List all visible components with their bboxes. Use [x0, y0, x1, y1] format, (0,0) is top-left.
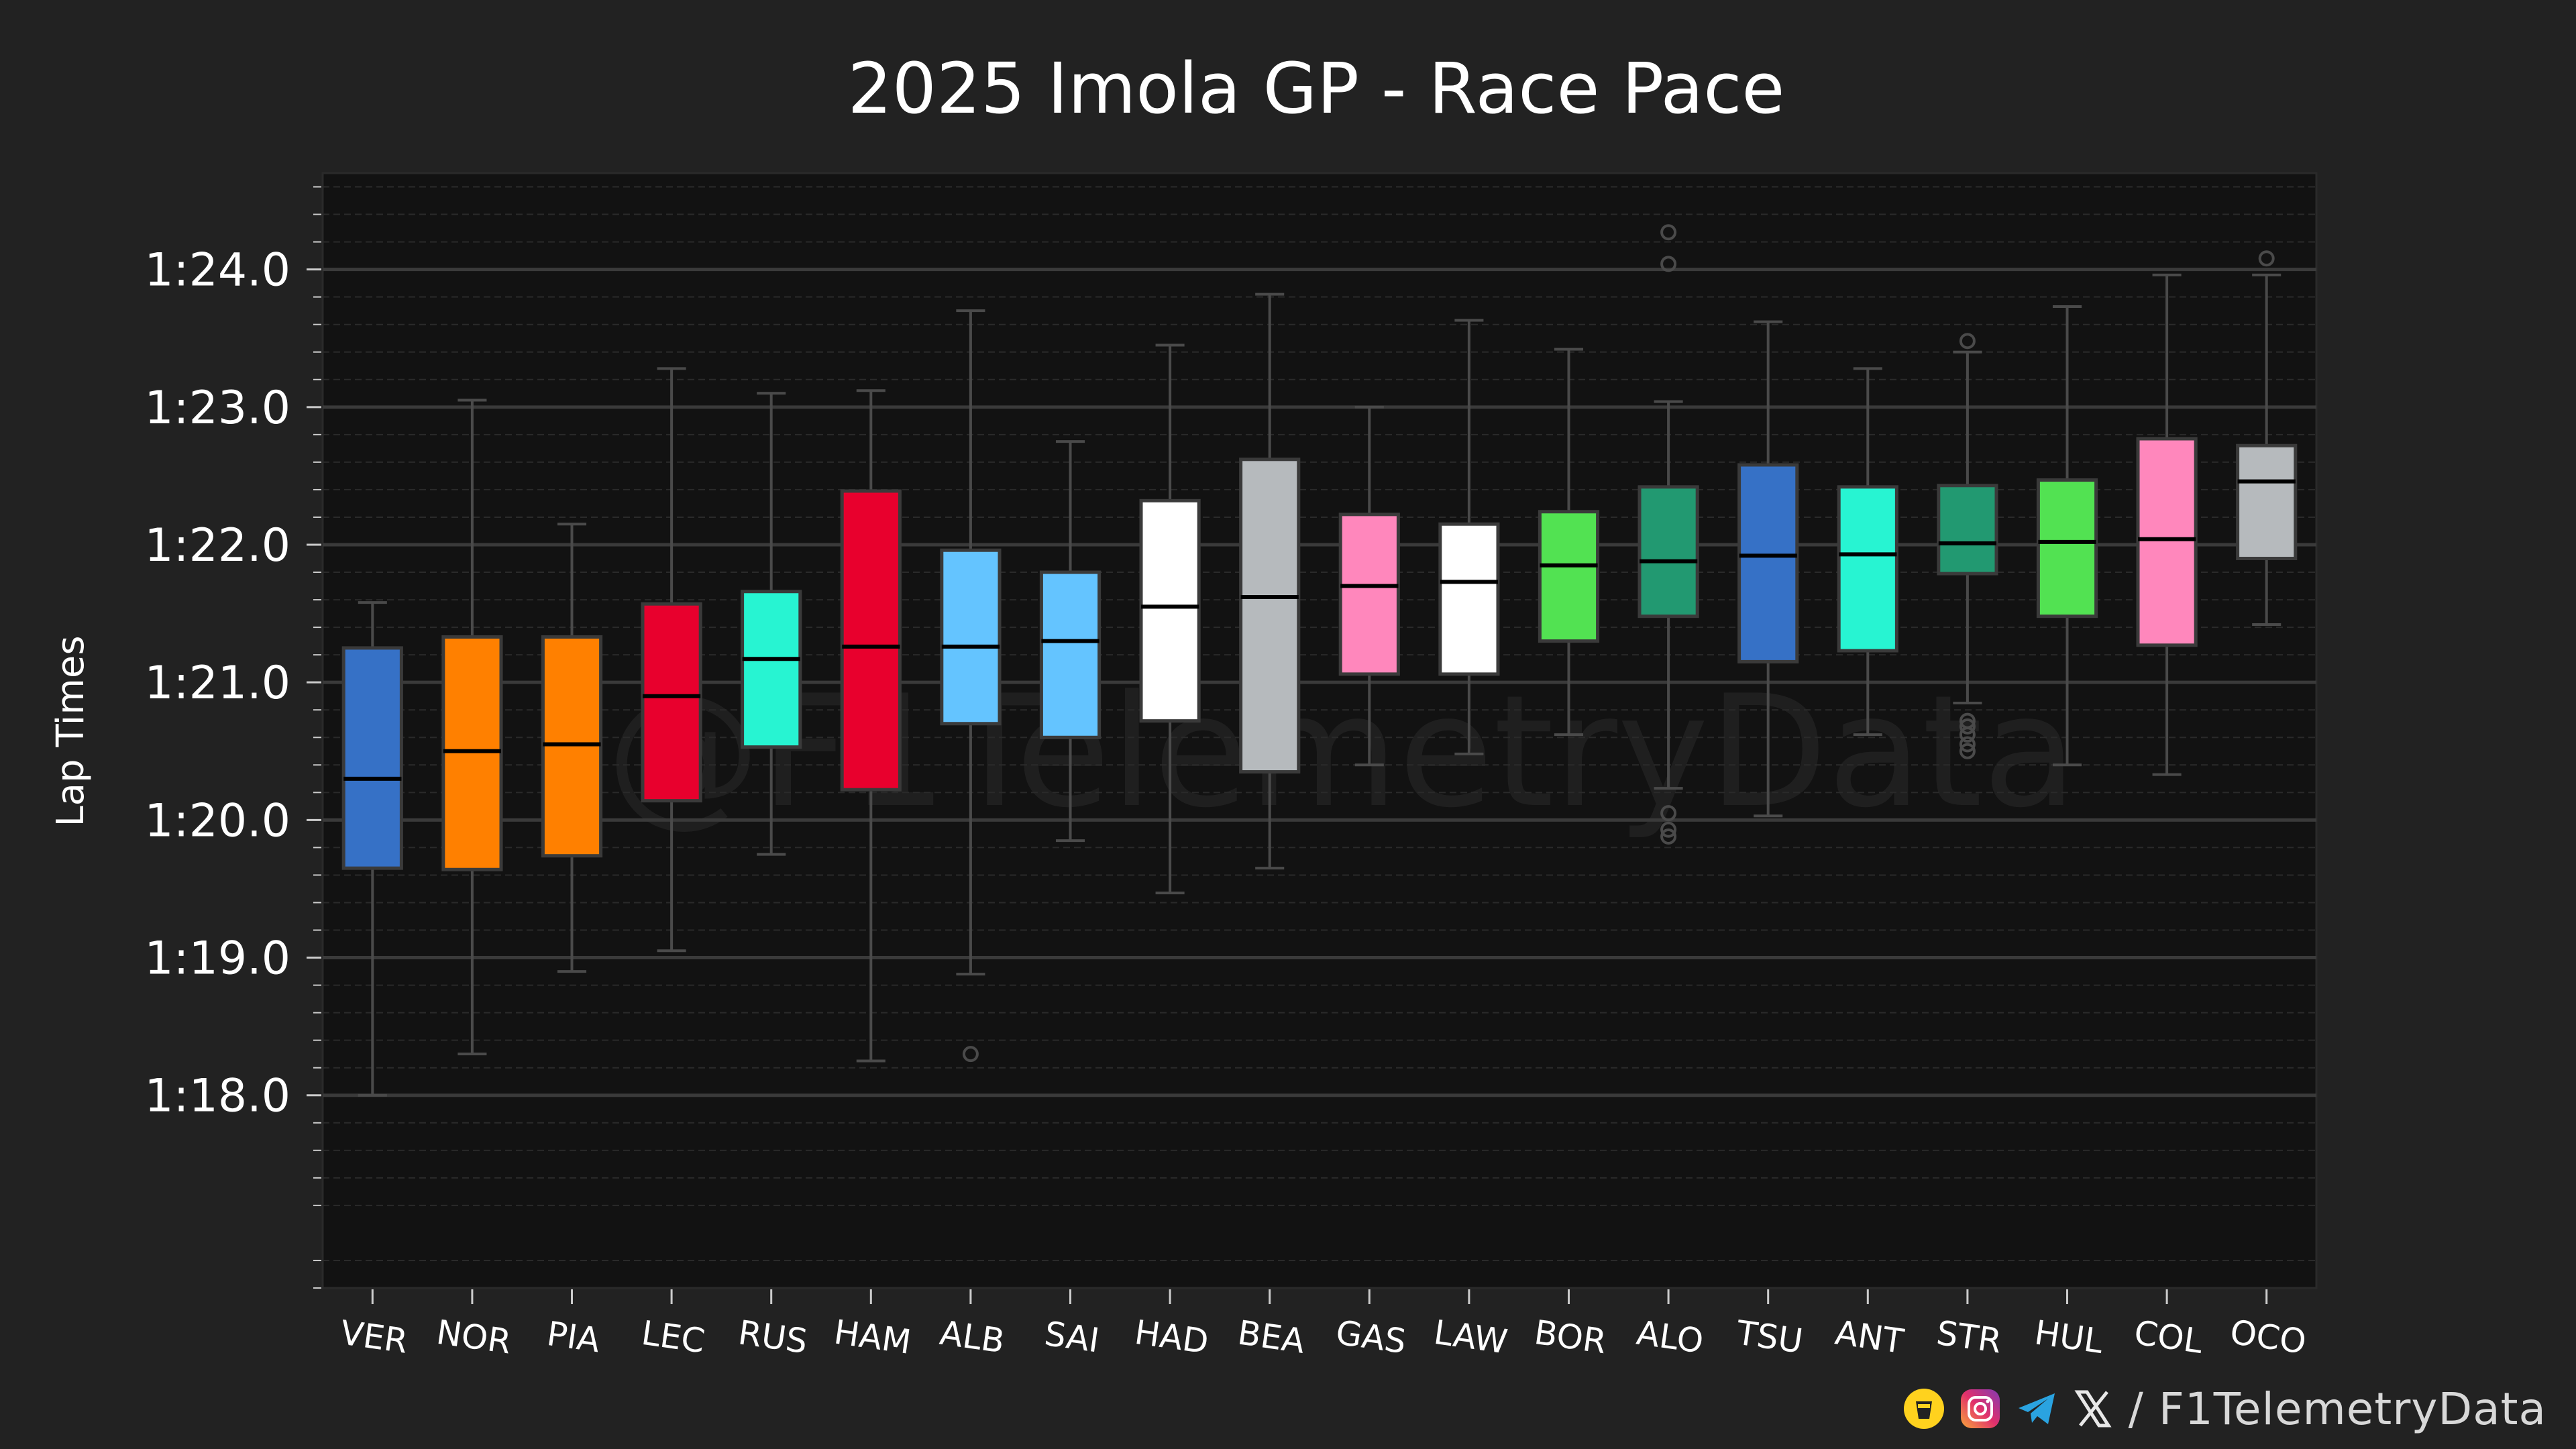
box-had	[1139, 343, 1201, 895]
iqr-box	[1937, 484, 1998, 576]
x-icon[interactable]	[2072, 1388, 2114, 1430]
box-gas	[1338, 405, 1400, 767]
iqr-box	[441, 635, 503, 871]
y-tick-label: 1:24.0	[144, 244, 290, 297]
iqr-box	[840, 489, 902, 792]
x-tick-label: ANT	[1833, 1313, 1907, 1361]
iqr-box	[2036, 478, 2098, 619]
iqr-box	[1737, 463, 1799, 663]
iqr-box	[1139, 498, 1201, 723]
y-axis: 1:18.0 1:19.0 1:20.0 1:21.0 1:22.0 1:23.0 1:24…	[144, 186, 321, 1289]
x-tick-label: NOR	[434, 1313, 513, 1362]
footer-handle: / F1TelemetryData	[2128, 1383, 2546, 1435]
x-tick-label: TSU	[1733, 1313, 1805, 1360]
x-tick-label: HAD	[1132, 1313, 1211, 1362]
box-ham	[840, 389, 902, 1063]
box-lec	[641, 367, 702, 953]
box-ver	[341, 601, 403, 1097]
outlier-point	[1959, 736, 1976, 753]
x-tick-label: PIA	[545, 1314, 602, 1360]
y-tick-label: 1:20.0	[144, 794, 290, 847]
x-tick-label: VER	[338, 1313, 411, 1360]
outlier-point	[1959, 718, 1976, 735]
iqr-box	[641, 602, 702, 803]
x-tick-label: ALB	[938, 1313, 1008, 1361]
box-ant	[1837, 367, 1898, 737]
x-tick-label: HAM	[832, 1312, 914, 1361]
y-tick-label: 1:18.0	[144, 1070, 290, 1123]
x-tick-label: ALO	[1634, 1313, 1706, 1361]
box-col	[2136, 273, 2198, 776]
box-pia	[541, 523, 603, 973]
telegram-icon[interactable]	[2016, 1388, 2057, 1430]
x-tick-label: RUS	[736, 1313, 810, 1361]
outlier-point	[1660, 256, 1677, 272]
y-tick-label: 1:19.0	[144, 932, 290, 985]
x-axis: VER NOR PIA LEC RUS HAM ALB SAI HAD BEA GAS LAW BOR A…	[338, 1289, 2309, 1362]
iqr-box	[1338, 513, 1400, 676]
box-bor	[1538, 347, 1600, 737]
box-plots	[341, 224, 2298, 1097]
x-tick-label: BOR	[1532, 1313, 1609, 1361]
box-alb	[940, 309, 1002, 1063]
iqr-box	[341, 646, 403, 870]
box-tsu	[1737, 320, 1799, 818]
outlier-point	[1660, 821, 1677, 838]
grid-lines	[323, 186, 2316, 1289]
y-tick-label: 1:21.0	[144, 657, 290, 710]
x-tick-label: LEC	[639, 1313, 708, 1361]
outlier-point	[1959, 712, 1976, 729]
outlier-point	[1660, 224, 1677, 241]
iqr-box	[1239, 458, 1301, 774]
box-bea	[1239, 292, 1301, 870]
iqr-box	[1837, 485, 1898, 653]
x-tick-label: GAS	[1334, 1313, 1409, 1361]
iqr-box	[1039, 570, 1102, 739]
x-tick-label: BEA	[1235, 1313, 1307, 1360]
kofi-cup-icon[interactable]	[1903, 1388, 1945, 1430]
x-tick-label: LAW	[1432, 1313, 1510, 1362]
outlier-point	[962, 1046, 979, 1063]
outlier-point	[1660, 828, 1677, 845]
box-sai	[1039, 440, 1102, 843]
iqr-box	[741, 590, 802, 749]
x-tick-label: OCO	[2228, 1313, 2309, 1362]
box-nor	[441, 398, 503, 1056]
x-tick-label: COL	[2132, 1313, 2205, 1361]
iqr-box	[1438, 522, 1500, 676]
box-str	[1937, 333, 1998, 759]
outlier-point	[2258, 250, 2275, 267]
x-tick-label: SAI	[1042, 1314, 1102, 1360]
y-axis-label: Lap Times	[49, 635, 93, 826]
outlier-point	[1959, 743, 1976, 759]
outlier-point	[1660, 805, 1677, 822]
outlier-point	[1959, 333, 1976, 350]
iqr-box	[1538, 510, 1600, 643]
iqr-box	[940, 548, 1002, 726]
box-law	[1438, 319, 1500, 755]
y-tick-label: 1:23.0	[144, 382, 290, 435]
iqr-box	[1638, 485, 1699, 619]
watermark: @F1TelemetryData	[606, 663, 2078, 842]
iqr-box	[541, 635, 603, 858]
chart-title: 2025 Imola GP - Race Pace	[848, 48, 1785, 129]
iqr-box	[2136, 437, 2198, 647]
box-rus	[741, 392, 802, 856]
iqr-box	[2236, 443, 2298, 561]
x-tick-label: HUL	[2032, 1313, 2105, 1361]
footer-social: / F1TelemetryData	[1903, 1382, 2546, 1436]
instagram-icon[interactable]	[1960, 1388, 2001, 1430]
x-tick-label: STR	[1934, 1313, 2004, 1361]
box-oco	[2236, 250, 2298, 627]
y-tick-label: 1:22.0	[144, 519, 290, 572]
box-hul	[2036, 305, 2098, 767]
box-alo	[1638, 224, 1699, 845]
